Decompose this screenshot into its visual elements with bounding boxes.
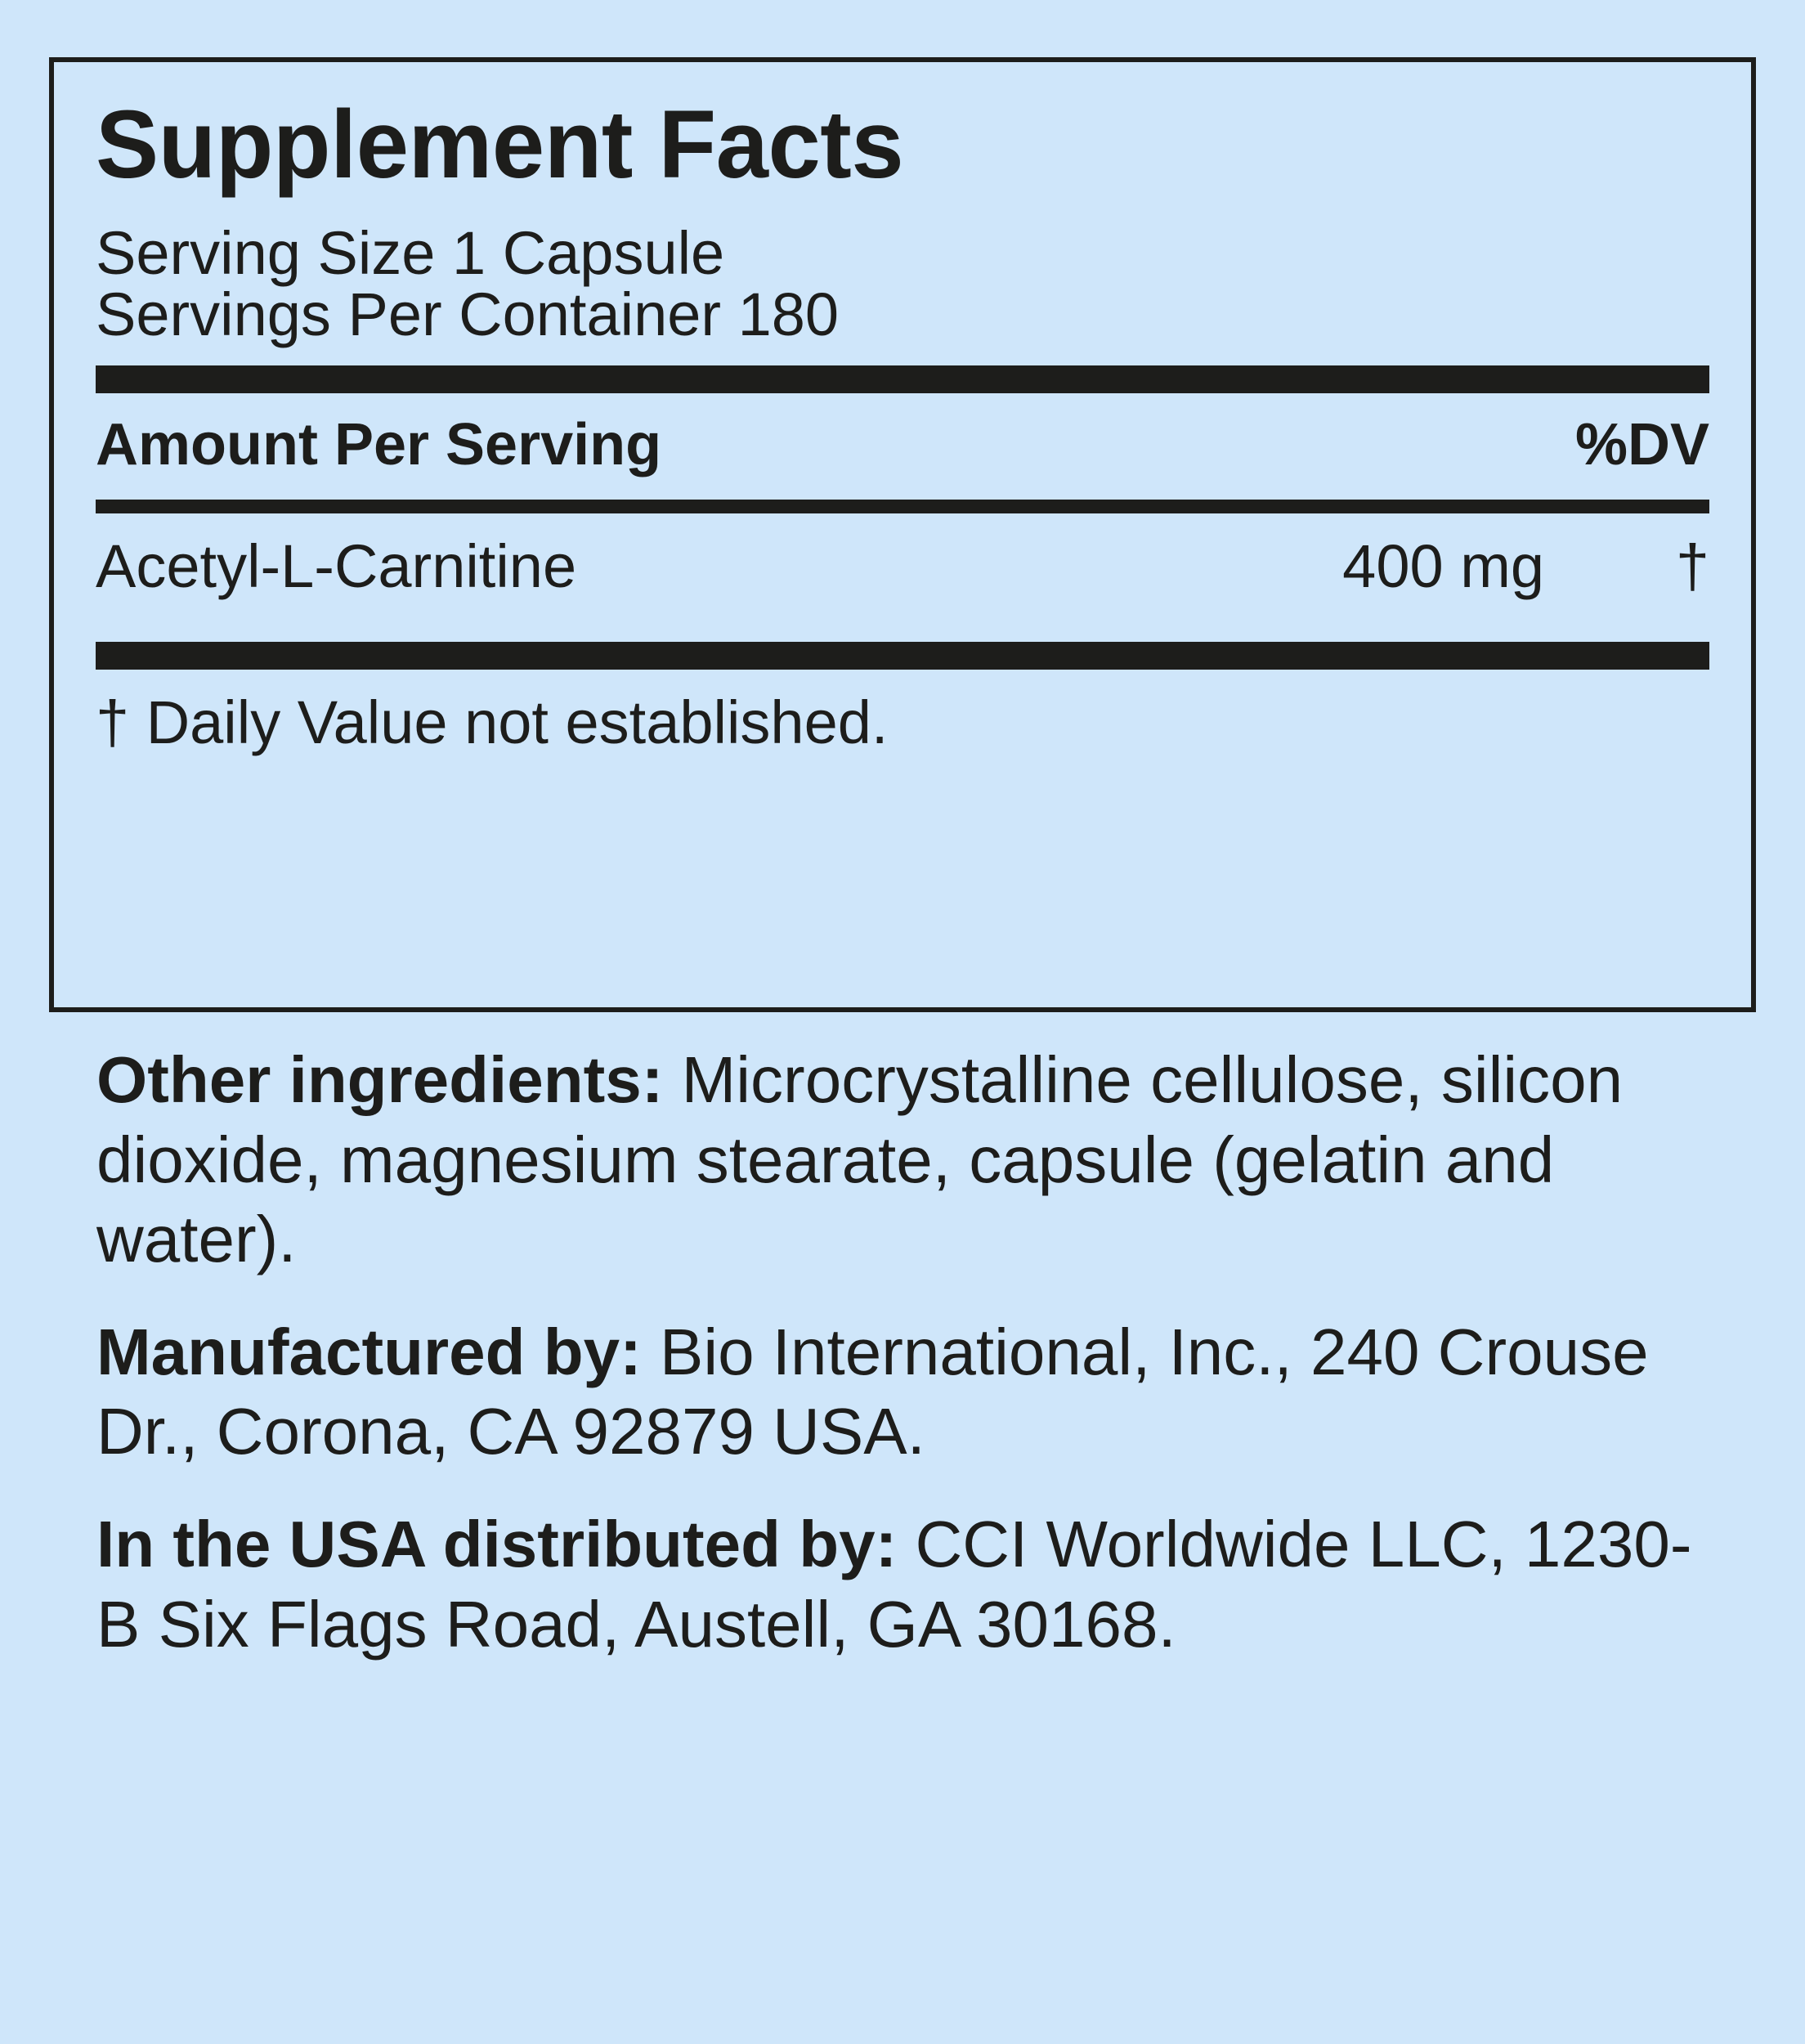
page-title: Supplement Facts: [96, 91, 904, 199]
manufactured-by-paragraph: Manufactured by: Bio International, Inc.…: [96, 1312, 1699, 1472]
label-body-text: Other ingredients: Microcrystalline cell…: [96, 1040, 1756, 1664]
table-row: Acetyl-L-Carnitine 400 mg †: [96, 513, 1709, 622]
rule-below-header: [96, 499, 1709, 513]
ingredient-dv: †: [1675, 531, 1709, 600]
other-ingredients-paragraph: Other ingredients: Microcrystalline cell…: [96, 1040, 1699, 1280]
distributed-by-text: CCI Worldwide LLC, 1230-B Six Flags Road…: [96, 1507, 1692, 1661]
distributed-by-paragraph: In the USA distributed by: CCI Worldwide…: [96, 1504, 1699, 1664]
table-header-row: Amount Per Serving %DV: [96, 393, 1709, 500]
manufactured-by-label: Manufactured by:: [96, 1315, 642, 1388]
serving-size-line: Serving Size 1 Capsule: [96, 219, 725, 287]
amount-per-serving-header: Amount Per Serving: [96, 411, 662, 477]
other-ingredients-label: Other ingredients:: [96, 1043, 664, 1116]
servings-per-container-line: Servings Per Container 180: [96, 280, 840, 349]
ingredient-amount: 400 mg: [1342, 531, 1544, 600]
supplement-facts-panel-inner: Supplement Facts Serving Size 1 Capsule …: [96, 62, 1709, 1007]
manufactured-by-text: Bio International, Inc., 240 Crouse Dr.,…: [96, 1315, 1649, 1468]
percent-dv-header: %DV: [1574, 411, 1709, 477]
other-ingredients-text: Microcrystalline cellulose, silicon diox…: [96, 1043, 1624, 1276]
daily-value-footnote: † Daily Value not established.: [96, 688, 889, 756]
rule-below-ingredients: [96, 641, 1709, 670]
rule-above-header: [96, 365, 1709, 393]
supplement-facts-panel: Supplement Facts Serving Size 1 Capsule …: [49, 57, 1756, 1012]
distributed-by-label: In the USA distributed by:: [96, 1507, 898, 1580]
ingredient-name: Acetyl-L-Carnitine: [96, 531, 577, 600]
